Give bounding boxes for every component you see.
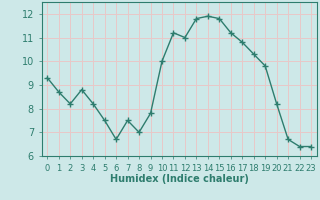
X-axis label: Humidex (Indice chaleur): Humidex (Indice chaleur) bbox=[110, 174, 249, 184]
